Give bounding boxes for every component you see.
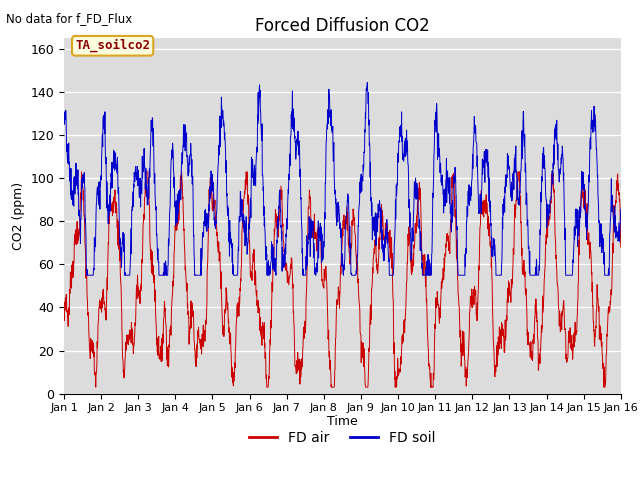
X-axis label: Time: Time bbox=[327, 415, 358, 428]
Text: No data for f_FD_Flux: No data for f_FD_Flux bbox=[6, 12, 132, 25]
Title: Forced Diffusion CO2: Forced Diffusion CO2 bbox=[255, 17, 430, 36]
Y-axis label: CO2 (ppm): CO2 (ppm) bbox=[12, 182, 25, 250]
Text: TA_soilco2: TA_soilco2 bbox=[75, 39, 150, 52]
Legend: FD air, FD soil: FD air, FD soil bbox=[244, 425, 441, 451]
